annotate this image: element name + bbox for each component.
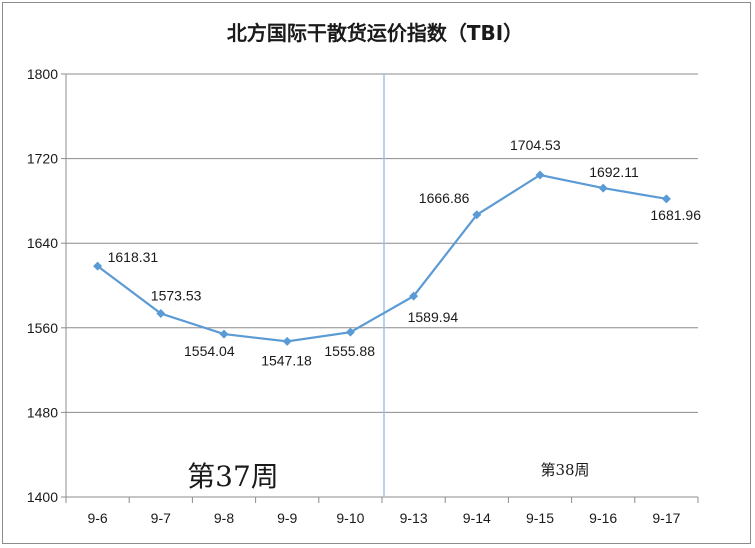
x-tick-label: 9-7 xyxy=(151,510,171,526)
data-point-9-9 xyxy=(282,336,292,346)
x-tick-label: 9-15 xyxy=(526,510,554,526)
x-tick-label: 9-9 xyxy=(277,510,297,526)
data-label-9-14: 1666.86 xyxy=(419,190,470,206)
y-axis-ticks: 1400 1480 1560 1640 1720 1800 xyxy=(27,66,58,505)
annotation-week-38: 第38周 xyxy=(540,461,589,479)
data-point-9-15 xyxy=(535,170,545,180)
axes xyxy=(65,74,699,503)
x-tick-label: 9-17 xyxy=(652,510,680,526)
data-labels: 1618.31 1573.53 1554.04 1547.18 1555.88 1589.… xyxy=(108,137,702,368)
x-tick-label: 9-14 xyxy=(463,510,491,526)
x-tick-label: 9-6 xyxy=(87,510,107,526)
data-points xyxy=(93,170,671,346)
annotation-week-37: 第37周 xyxy=(187,460,279,493)
data-label-9-6: 1618.31 xyxy=(108,249,159,265)
data-label-9-7: 1573.53 xyxy=(151,287,202,303)
x-tick-label: 9-13 xyxy=(400,510,428,526)
data-label-9-17: 1681.96 xyxy=(650,207,701,223)
data-label-9-15: 1704.53 xyxy=(510,137,561,153)
data-label-9-10: 1555.88 xyxy=(324,343,375,359)
y-tick-label: 1640 xyxy=(27,235,58,251)
data-label-9-8: 1554.04 xyxy=(184,343,235,359)
data-point-9-6 xyxy=(93,261,103,271)
x-tick-label: 9-10 xyxy=(336,510,364,526)
data-point-9-8 xyxy=(219,329,229,339)
data-point-9-14 xyxy=(472,210,482,220)
y-tick-label: 1480 xyxy=(27,404,58,420)
y-tick-label: 1720 xyxy=(27,151,58,167)
chart-title: 北方国际干散货运价指数（TBI） xyxy=(227,21,523,45)
data-point-9-7 xyxy=(156,308,166,318)
data-point-9-13 xyxy=(409,291,419,301)
series-line xyxy=(96,173,667,343)
x-axis-ticks: 9-6 9-7 9-8 9-9 9-10 9-13 9-14 9-15 9-16 9-17 xyxy=(87,510,680,526)
gridlines xyxy=(61,73,698,498)
data-point-9-17 xyxy=(661,194,671,204)
x-tick-label: 9-16 xyxy=(589,510,617,526)
data-label-9-9: 1547.18 xyxy=(261,352,312,368)
y-tick-label: 1400 xyxy=(27,489,58,505)
y-tick-label: 1560 xyxy=(27,320,58,336)
data-point-9-16 xyxy=(598,183,608,193)
y-tick-label: 1800 xyxy=(27,66,58,82)
data-point-9-10 xyxy=(345,327,355,337)
data-label-9-13: 1589.94 xyxy=(408,309,459,325)
data-label-9-16: 1692.11 xyxy=(589,164,639,180)
x-tick-label: 9-8 xyxy=(214,510,234,526)
